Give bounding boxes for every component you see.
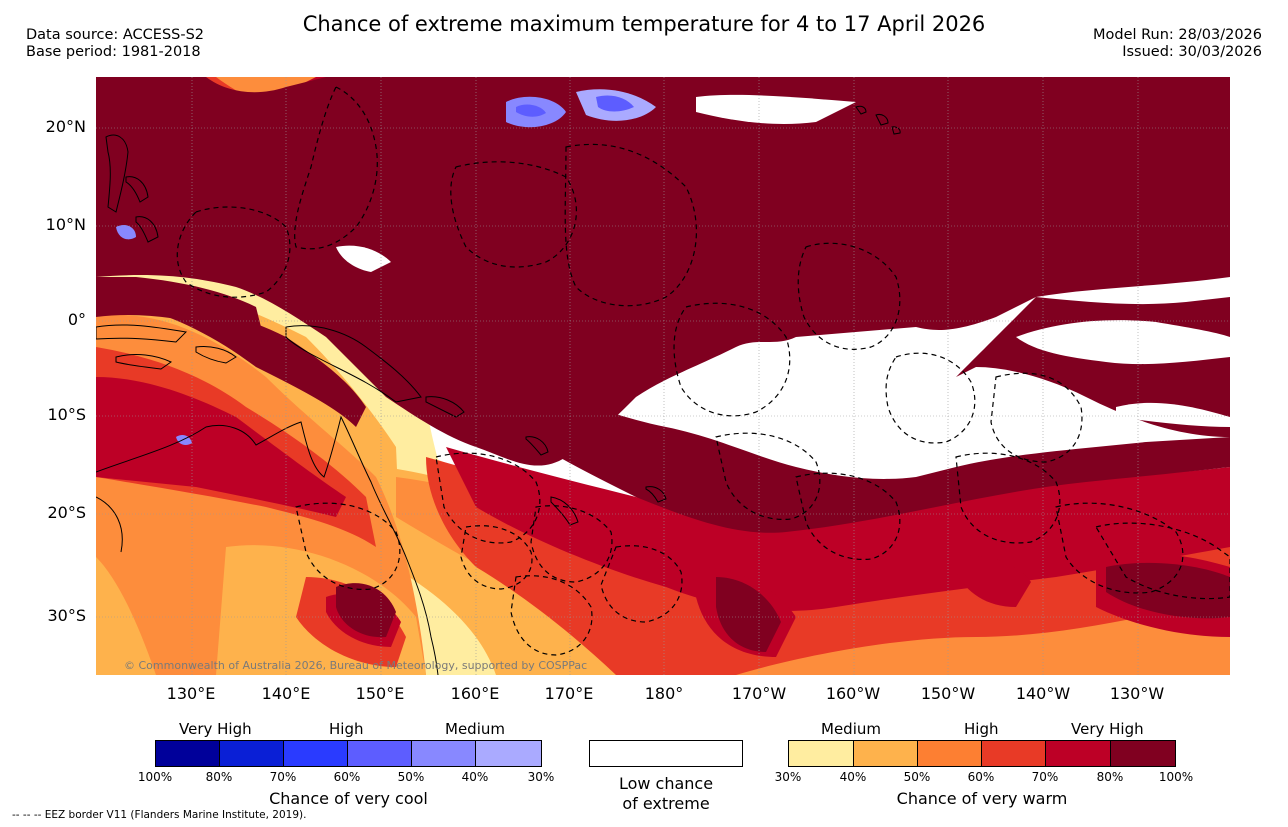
warm-swatch-40-50 bbox=[854, 741, 918, 766]
warm-tick: 70% bbox=[1031, 770, 1059, 784]
lat-label-20n: 20°N bbox=[45, 117, 86, 136]
cool-colorbar bbox=[155, 740, 542, 767]
lat-label-0: 0° bbox=[67, 310, 86, 329]
map-title: Chance of extreme maximum temperature fo… bbox=[302, 12, 986, 36]
warm-head-medium: Medium bbox=[821, 720, 881, 738]
copyright-notice: © Commonwealth of Australia 2026, Bureau… bbox=[124, 659, 588, 672]
cool-swatch-60-70 bbox=[284, 741, 348, 766]
lon-label-160w: 160°W bbox=[825, 684, 881, 703]
warm-caption: Chance of very warm bbox=[896, 789, 1068, 808]
lat-label-10s: 10°S bbox=[47, 405, 86, 424]
low-chance-line2: of extreme bbox=[622, 794, 710, 813]
warm-head-high: High bbox=[964, 720, 999, 738]
lon-label-170w: 170°W bbox=[731, 684, 787, 703]
lon-label-170e: 170°E bbox=[544, 684, 594, 703]
cool-head-medium: Medium bbox=[445, 720, 505, 738]
coastlines bbox=[96, 105, 901, 675]
warm-tick: 40% bbox=[839, 770, 867, 784]
lon-label-130w: 130°W bbox=[1109, 684, 1165, 703]
base-period: Base period: 1981-2018 bbox=[26, 44, 201, 60]
cool-swatch-30-40 bbox=[476, 741, 541, 766]
warm-colorbar bbox=[788, 740, 1176, 767]
cool-regions bbox=[116, 89, 656, 445]
data-source-info: Data source: ACCESS-S2 Base period: 1981… bbox=[26, 27, 204, 61]
warm-swatch-80-100 bbox=[1111, 741, 1175, 766]
cool-tick: 50% bbox=[397, 770, 425, 784]
warm-tick: 30% bbox=[774, 770, 802, 784]
lon-label-140e: 140°E bbox=[261, 684, 311, 703]
warm-tick: 60% bbox=[967, 770, 995, 784]
warm-tick: 80% bbox=[1096, 770, 1124, 784]
cool-tick: 100% bbox=[137, 770, 173, 784]
lat-label-30s: 30°S bbox=[47, 606, 86, 625]
eez-borders bbox=[176, 86, 1230, 656]
cool-swatch-40-50 bbox=[412, 741, 476, 766]
cool-tick: 80% bbox=[205, 770, 233, 784]
cool-caption: Chance of very cool bbox=[269, 789, 428, 808]
low-chance-gaps bbox=[336, 94, 1230, 432]
lon-label-180: 180° bbox=[644, 684, 684, 703]
warm-tick: 100% bbox=[1158, 770, 1194, 784]
cool-tick: 30% bbox=[527, 770, 555, 784]
grid-lines bbox=[96, 77, 1230, 675]
warm-swatch-60-70 bbox=[982, 741, 1046, 766]
low-chance-line1: Low chance bbox=[618, 774, 714, 793]
warm-swatch-30-40 bbox=[789, 741, 854, 766]
map-canvas bbox=[96, 77, 1230, 675]
warm-head-very-high: Very High bbox=[1071, 720, 1144, 738]
warm-80-region bbox=[96, 77, 1230, 652]
cool-swatch-50-60 bbox=[348, 741, 412, 766]
cool-swatch-70-80 bbox=[220, 741, 284, 766]
lat-label-20s: 20°S bbox=[47, 503, 86, 522]
eez-border-note: -- -- -- EEZ border V11 (Flanders Marine… bbox=[12, 809, 307, 821]
cool-tick: 70% bbox=[269, 770, 297, 784]
data-source: Data source: ACCESS-S2 bbox=[26, 27, 205, 43]
cool-tick: 60% bbox=[333, 770, 361, 784]
cool-head-very-high: Very High bbox=[179, 720, 252, 738]
lon-label-140w: 140°W bbox=[1015, 684, 1071, 703]
lon-label-150w: 150°W bbox=[920, 684, 976, 703]
model-run: Model Run: 28/03/2026 bbox=[1092, 27, 1262, 43]
lat-label-10n: 10°N bbox=[45, 215, 86, 234]
cool-head-high: High bbox=[329, 720, 364, 738]
lon-label-150e: 150°E bbox=[355, 684, 405, 703]
cool-tick: 40% bbox=[461, 770, 489, 784]
model-run-info: Model Run: 28/03/2026 Issued: 30/03/2026 bbox=[1093, 27, 1262, 61]
forecast-map bbox=[96, 77, 1230, 675]
low-chance-caption: Low chance of extreme bbox=[589, 774, 743, 814]
issued-date: Issued: 30/03/2026 bbox=[1122, 44, 1262, 60]
lon-label-160e: 160°E bbox=[450, 684, 500, 703]
warm-swatch-70-80 bbox=[1046, 741, 1111, 766]
cool-swatch-80-100 bbox=[156, 741, 220, 766]
lon-label-130e: 130°E bbox=[166, 684, 216, 703]
warm-tick: 50% bbox=[903, 770, 931, 784]
warm-swatch-50-60 bbox=[918, 741, 982, 766]
low-chance-swatch bbox=[589, 740, 743, 767]
